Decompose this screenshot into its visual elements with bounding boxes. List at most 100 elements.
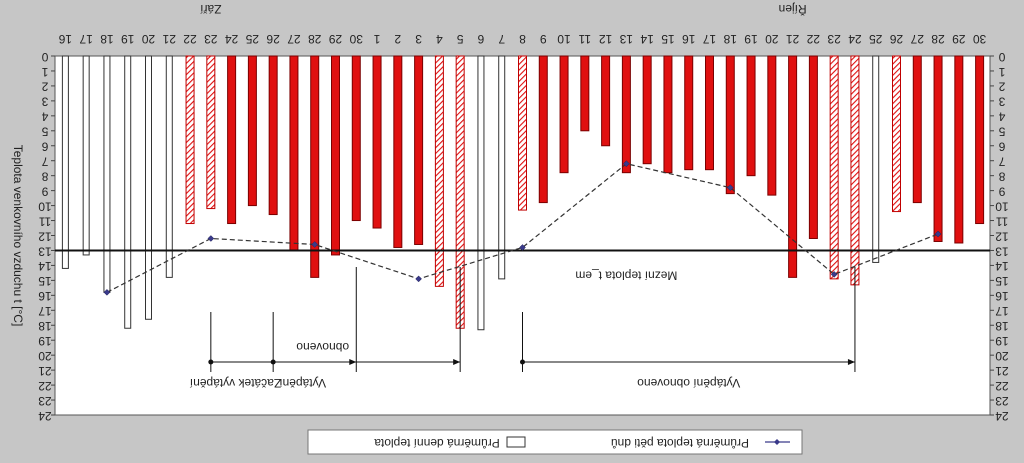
bar-day-21 bbox=[788, 55, 798, 278]
bar-day-15 bbox=[663, 55, 673, 174]
y-tick-label-right: 15 bbox=[995, 274, 1009, 288]
threshold-label: Mezní teplota t_em bbox=[575, 268, 677, 282]
x-tick-label: 18 bbox=[100, 32, 114, 46]
legend-label-five-day: Průměrná teplota pěti dnů bbox=[611, 436, 749, 450]
y-tick-label-left: 16 bbox=[38, 289, 52, 303]
y-axis-label: Teplota venkovního vzduchu t [°C] bbox=[11, 145, 25, 327]
y-tick-label-right: 1 bbox=[998, 65, 1005, 79]
x-tick-label: 11 bbox=[578, 32, 591, 46]
y-tick-label-right: 19 bbox=[995, 334, 1009, 348]
y-tick-label-right: 4 bbox=[998, 110, 1005, 124]
x-tick-label: 15 bbox=[661, 32, 675, 46]
y-tick-label-left: 11 bbox=[38, 214, 51, 228]
bar-day-16 bbox=[61, 55, 69, 269]
x-tick-label: 22 bbox=[183, 32, 197, 46]
y-tick-label-left: 3 bbox=[41, 95, 48, 109]
y-tick-label-right: 8 bbox=[998, 169, 1005, 183]
y-tick-label-left: 21 bbox=[38, 364, 52, 378]
x-tick-label: 20 bbox=[142, 32, 156, 46]
x-tick-label: 27 bbox=[287, 32, 301, 46]
bar-day-26 bbox=[892, 55, 901, 213]
y-tick-label-left: 4 bbox=[41, 110, 48, 124]
x-tick-label: 17 bbox=[703, 32, 717, 46]
bar-day-29 bbox=[331, 55, 340, 256]
y-tick-label-left: 20 bbox=[38, 349, 52, 363]
x-tick-label: 16 bbox=[58, 32, 72, 46]
bar-day-2 bbox=[393, 55, 403, 248]
x-tick-label: 1 bbox=[373, 32, 380, 46]
period3-arrowhead bbox=[349, 359, 357, 365]
bar-day-20 bbox=[145, 55, 152, 320]
x-tick-label: 7 bbox=[498, 32, 505, 46]
bar-day-30 bbox=[975, 55, 985, 225]
y-tick-label-right: 20 bbox=[995, 349, 1009, 363]
y-tick-label-right: 10 bbox=[995, 199, 1009, 213]
y-tick-label-right: 13 bbox=[995, 244, 1009, 258]
y-tick-label-right: 6 bbox=[998, 140, 1005, 154]
y-tick-label-left: 8 bbox=[41, 169, 48, 183]
bar-day-30 bbox=[351, 55, 361, 222]
y-tick-label-left: 22 bbox=[38, 379, 52, 393]
y-tick-label-right: 16 bbox=[995, 289, 1009, 303]
y-tick-label-right: 22 bbox=[995, 379, 1009, 393]
y-tick-label-left: 9 bbox=[41, 184, 48, 198]
bar-day-14 bbox=[642, 55, 652, 165]
y-tick-label-left: 24 bbox=[38, 409, 52, 423]
x-tick-label: 4 bbox=[436, 32, 443, 46]
x-tick-label: 24 bbox=[225, 32, 239, 46]
x-tick-label: 6 bbox=[477, 32, 484, 46]
five-day-average-line bbox=[106, 163, 939, 293]
legend-label-daily: Průměrná denní teplota bbox=[374, 436, 500, 450]
y-tick-label-left: 6 bbox=[41, 140, 48, 154]
legend-swatch-five-day-marker bbox=[774, 439, 780, 445]
period2-arrowhead bbox=[847, 359, 855, 365]
bar-day-26 bbox=[268, 55, 278, 216]
period3-label: Vytápění bbox=[279, 376, 327, 390]
y-tick-label-left: 13 bbox=[38, 244, 52, 258]
five-day-average-point bbox=[519, 244, 526, 251]
bar-day-8 bbox=[518, 55, 527, 211]
y-tick-label-right: 21 bbox=[995, 364, 1009, 378]
bar-day-19 bbox=[746, 55, 756, 177]
month-label: Říjen bbox=[779, 2, 807, 17]
five-day-average-point bbox=[830, 271, 838, 278]
y-tick-label-left: 7 bbox=[41, 155, 48, 169]
x-tick-label: 10 bbox=[557, 32, 571, 46]
x-tick-label: 26 bbox=[890, 32, 904, 46]
legend-swatch-daily bbox=[506, 436, 526, 448]
bar-day-21 bbox=[165, 55, 173, 278]
bar-day-25 bbox=[247, 55, 257, 207]
y-tick-label-right: 14 bbox=[995, 259, 1009, 273]
y-tick-label-left: 10 bbox=[38, 199, 52, 213]
bar-day-29 bbox=[954, 55, 964, 244]
x-tick-label: 14 bbox=[640, 32, 654, 46]
bar-day-23 bbox=[206, 55, 216, 210]
five-day-average-point bbox=[623, 160, 630, 168]
x-tick-label: 18 bbox=[723, 32, 737, 46]
y-tick-label-right: 17 bbox=[995, 304, 1009, 318]
y-tick-label-right: 24 bbox=[995, 409, 1009, 423]
x-tick-label: 17 bbox=[79, 32, 93, 46]
y-tick-label-right: 7 bbox=[998, 155, 1005, 169]
bar-day-16 bbox=[684, 55, 694, 171]
bar-day-22 bbox=[808, 55, 818, 239]
x-tick-label: 27 bbox=[910, 32, 924, 46]
x-tick-label: 22 bbox=[806, 32, 820, 46]
bar-day-19 bbox=[124, 55, 132, 329]
bar-day-17 bbox=[82, 55, 90, 256]
x-tick-label: 16 bbox=[682, 32, 696, 46]
bar-day-22 bbox=[185, 55, 195, 225]
y-tick-label-left: 2 bbox=[41, 80, 48, 94]
x-tick-label: 30 bbox=[349, 32, 363, 46]
x-tick-label: 5 bbox=[457, 32, 464, 46]
y-tick-label-left: 5 bbox=[41, 125, 48, 139]
x-tick-label: 13 bbox=[619, 32, 633, 46]
bar-day-18 bbox=[103, 55, 111, 293]
period1-label: Začátek vytápění bbox=[189, 376, 281, 390]
x-tick-label: 24 bbox=[848, 32, 862, 46]
y-tick-label-right: 3 bbox=[998, 95, 1005, 109]
y-tick-label-left: 19 bbox=[38, 334, 52, 348]
bar-day-3 bbox=[414, 55, 424, 245]
